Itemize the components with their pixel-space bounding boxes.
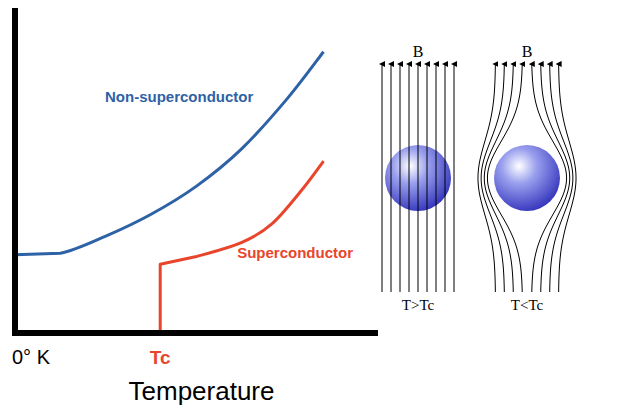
field-line	[559, 64, 576, 292]
field-line	[382, 64, 383, 292]
y-axis	[12, 8, 18, 333]
field-line	[427, 64, 428, 292]
panel-caption: T>Tc	[402, 297, 435, 313]
field-panel	[478, 64, 576, 292]
field-label: B	[413, 43, 424, 60]
field-line	[391, 64, 392, 292]
x-tick-label: Tc	[150, 347, 171, 368]
series-label: Non-superconductor	[105, 88, 253, 105]
field-line	[400, 64, 401, 292]
x-axis	[12, 330, 378, 336]
page: Non-superconductor Superconductor 0° K Tc Te…	[0, 0, 644, 413]
panel-caption: T<Tc	[511, 297, 544, 313]
field-line	[454, 64, 455, 292]
field-label: B	[522, 43, 533, 60]
field-line	[445, 64, 446, 292]
series-label: Superconductor	[237, 244, 353, 261]
field-line	[478, 64, 495, 292]
series-line	[15, 52, 324, 255]
x-tick-label: 0° K	[12, 346, 51, 368]
plot-area	[15, 52, 324, 333]
field-line	[409, 64, 410, 292]
field-panel	[382, 64, 454, 292]
field-line	[418, 64, 419, 292]
sphere	[494, 145, 560, 211]
x-axis-title: Temperature	[129, 376, 275, 406]
field-line	[436, 64, 437, 292]
